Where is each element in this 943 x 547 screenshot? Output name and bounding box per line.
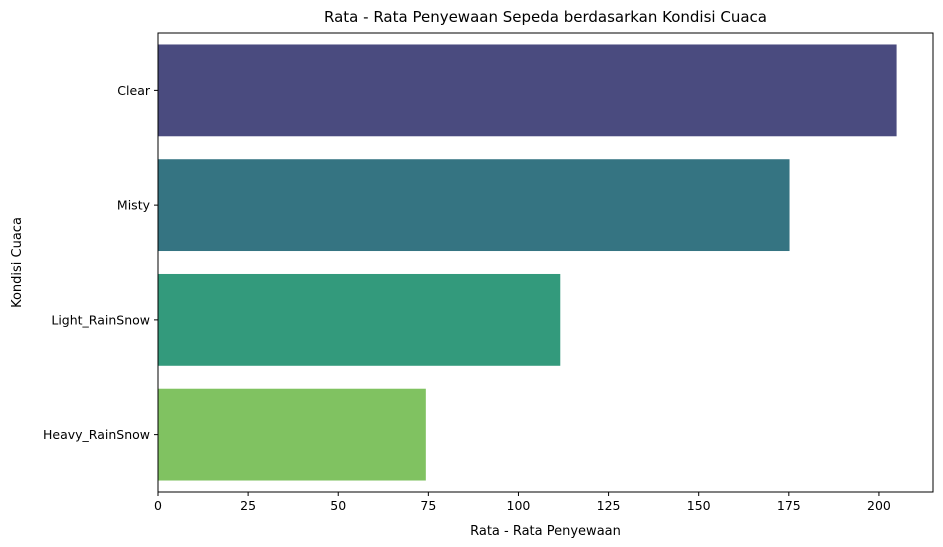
y-tick-label: Misty — [117, 198, 151, 213]
x-tick-label: 25 — [240, 498, 256, 513]
x-tick-label: 0 — [154, 498, 162, 513]
bar-heavy-rainsnow — [158, 388, 426, 481]
x-tick-label: 175 — [777, 498, 801, 513]
bar-misty — [158, 159, 790, 252]
bars-group — [158, 44, 897, 481]
chart-title: Rata - Rata Penyewaan Sepeda berdasarkan… — [324, 8, 767, 26]
y-tick-label: Clear — [117, 83, 151, 98]
x-tick-label: 50 — [330, 498, 346, 513]
x-axis-ticks: 0 25 50 75 100 125 150 175 200 — [154, 492, 891, 513]
bar-clear — [158, 44, 897, 137]
x-tick-label: 150 — [687, 498, 711, 513]
x-tick-label: 200 — [867, 498, 891, 513]
y-tick-label: Heavy_RainSnow — [43, 427, 150, 442]
y-tick-label: Light_RainSnow — [51, 312, 150, 327]
plot-frame — [157, 32, 934, 493]
y-axis-ticks: Clear Misty Light_RainSnow Heavy_RainSnow — [43, 83, 158, 442]
bar-light-rainsnow — [158, 273, 561, 366]
x-tick-label: 125 — [597, 498, 621, 513]
y-axis-label: Kondisi Cuaca — [10, 217, 25, 308]
x-tick-label: 100 — [507, 498, 531, 513]
x-axis-label: Rata - Rata Penyewaan — [470, 524, 621, 539]
x-tick-label: 75 — [420, 498, 436, 513]
